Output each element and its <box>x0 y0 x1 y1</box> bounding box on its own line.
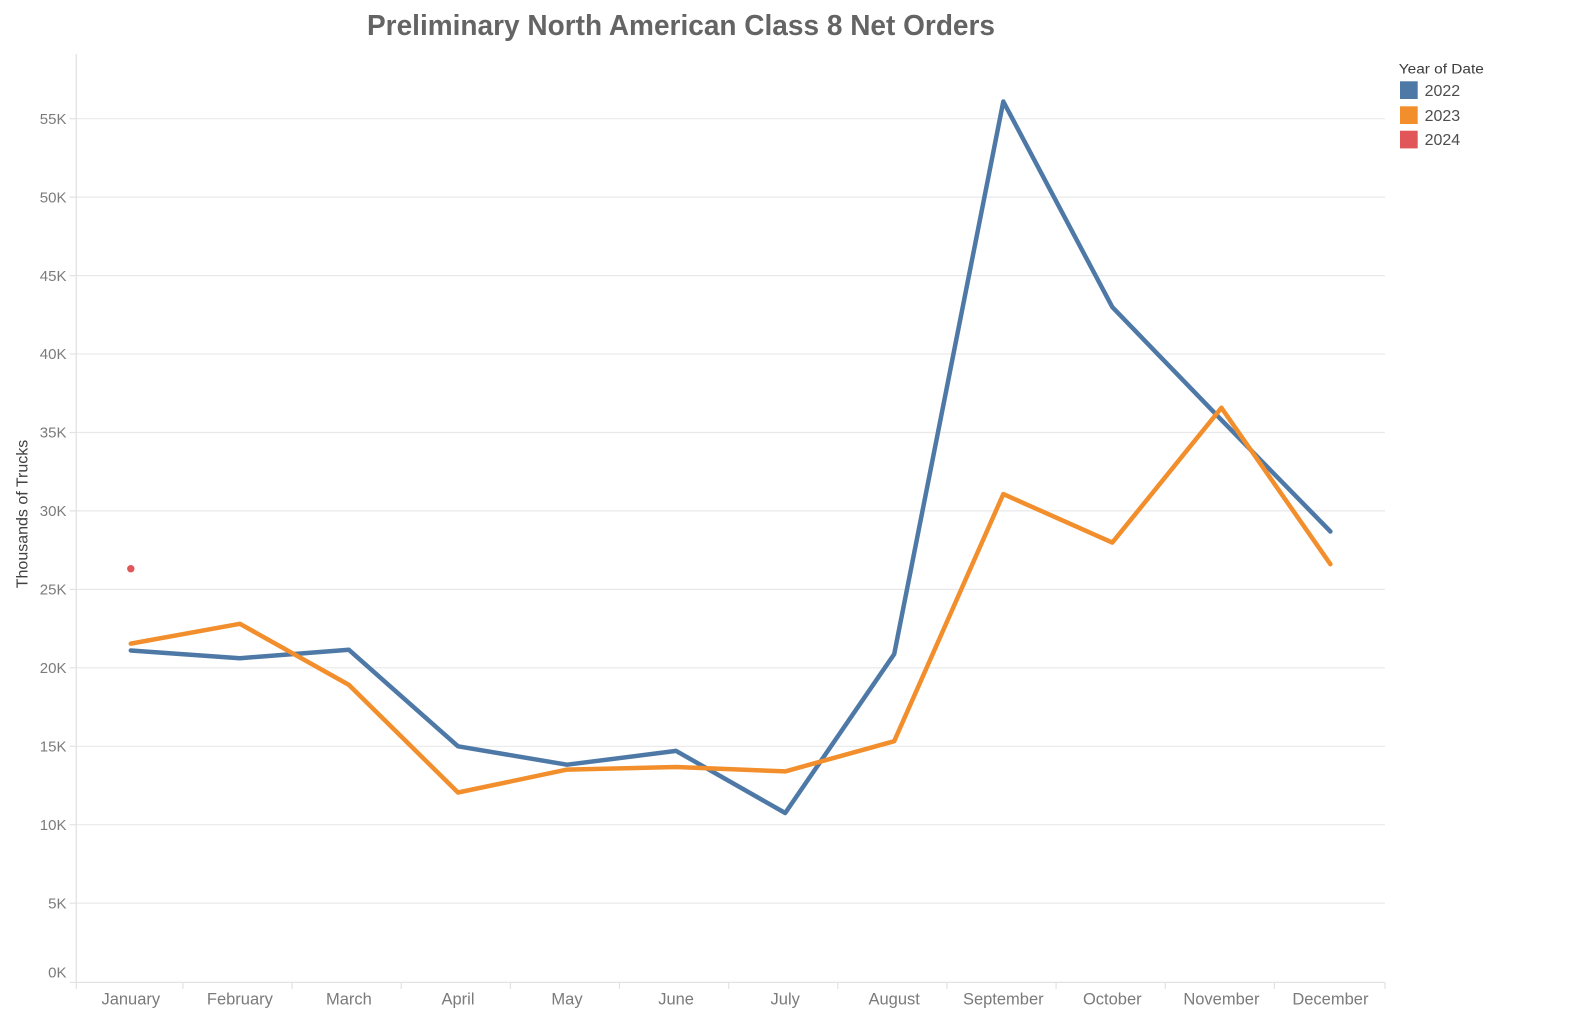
svg-text:February: February <box>207 991 274 1009</box>
svg-text:December: December <box>1292 991 1369 1009</box>
svg-text:March: March <box>326 991 372 1009</box>
svg-text:May: May <box>551 991 583 1009</box>
svg-text:Preliminary North American Cla: Preliminary North American Class 8 Net O… <box>367 10 995 42</box>
svg-text:April: April <box>441 991 474 1009</box>
svg-text:August: August <box>869 991 921 1009</box>
svg-text:35K: 35K <box>40 425 67 442</box>
svg-text:30K: 30K <box>40 503 67 520</box>
svg-text:10K: 10K <box>40 817 67 834</box>
svg-text:2022: 2022 <box>1425 83 1461 100</box>
svg-text:40K: 40K <box>40 346 67 363</box>
svg-text:November: November <box>1183 991 1260 1009</box>
svg-text:55K: 55K <box>40 111 67 128</box>
svg-text:15K: 15K <box>40 739 67 756</box>
svg-text:0K: 0K <box>48 965 66 982</box>
svg-text:June: June <box>658 991 694 1009</box>
svg-text:50K: 50K <box>40 189 67 206</box>
svg-text:5K: 5K <box>48 895 66 912</box>
svg-text:October: October <box>1083 991 1142 1009</box>
svg-text:2023: 2023 <box>1425 108 1461 125</box>
svg-text:September: September <box>963 991 1044 1009</box>
svg-text:July: July <box>771 991 801 1009</box>
svg-text:20K: 20K <box>40 660 67 677</box>
svg-text:January: January <box>101 991 160 1009</box>
svg-text:25K: 25K <box>40 582 67 599</box>
svg-text:Thousands of Trucks: Thousands of Trucks <box>15 440 32 589</box>
svg-text:2024: 2024 <box>1425 132 1461 149</box>
svg-text:Year of Date: Year of Date <box>1399 61 1484 77</box>
svg-text:45K: 45K <box>40 268 67 285</box>
